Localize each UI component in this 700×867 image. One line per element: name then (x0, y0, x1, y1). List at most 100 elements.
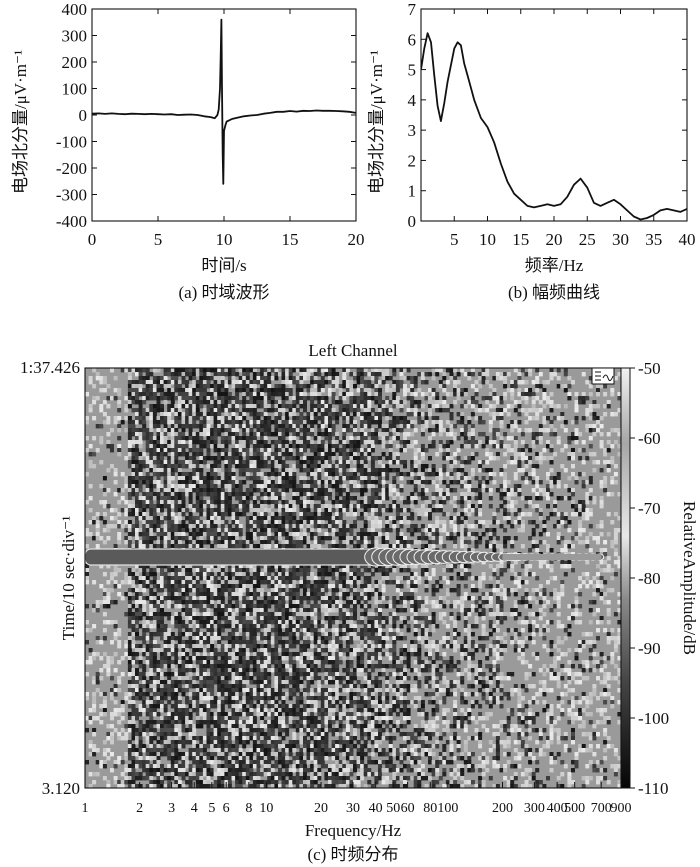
spectrogram-cell (167, 764, 172, 769)
spectrogram-cell (263, 784, 268, 788)
spectrogram-cell (85, 620, 89, 625)
spectrogram-cell (267, 380, 272, 385)
spectrogram-cell (127, 764, 132, 769)
spectrogram-cell (252, 408, 257, 413)
spectrogram-cell (195, 688, 200, 693)
spectrogram-cell (174, 492, 179, 497)
spectrogram-cell (192, 396, 197, 401)
spectrogram-cell (227, 744, 232, 749)
spectrogram-cell (177, 460, 182, 465)
spectrogram-cell (195, 372, 200, 377)
spectrogram-cell (99, 760, 104, 765)
spectrogram-cell (210, 680, 215, 685)
spectrogram-cell (167, 688, 172, 693)
spectrogram-cell (267, 376, 272, 381)
spectrogram-cell (156, 664, 161, 669)
spectrogram-cell (213, 380, 218, 385)
spectrogram-cell (99, 380, 104, 385)
spectrogram-cell (188, 576, 193, 581)
spectrogram-cell (249, 644, 254, 649)
spectrogram-cell (106, 564, 111, 569)
spectrogram-cell (224, 612, 229, 617)
spectrogram-cell (213, 648, 218, 653)
spectrogram-cell (249, 620, 254, 625)
spectrogram-cell (306, 688, 311, 693)
spectrogram-cell (245, 572, 250, 577)
spectrogram-cell (220, 472, 225, 477)
spectrogram-cell (145, 672, 150, 677)
spectrogram-cell (303, 420, 307, 425)
spectrogram-cell (295, 744, 300, 749)
spectrogram-cell (235, 672, 240, 677)
spectrogram-cell (174, 544, 179, 549)
spectrogram-cell (99, 600, 104, 605)
spectrogram-cell (270, 564, 275, 569)
spectrogram-cell (167, 412, 172, 417)
spectrogram-cell (152, 444, 157, 449)
spectrogram-cell (260, 400, 265, 405)
spectrogram-cell (295, 740, 300, 745)
spectrogram-cell (127, 588, 132, 593)
spectrogram-cell (303, 484, 307, 489)
spectrogram-cell (145, 628, 150, 633)
spectrogram-cell (174, 688, 179, 693)
spectrogram-cell (217, 708, 222, 713)
spectrogram-cell (102, 596, 107, 601)
spectrogram-cell (256, 448, 261, 453)
spectrogram-cell (195, 628, 200, 633)
spectrogram-cell (270, 404, 275, 409)
spectrogram-cell (292, 712, 297, 717)
spectrogram-cell (156, 732, 161, 737)
spectrogram-cell (152, 580, 157, 585)
spectrogram-cell (295, 524, 300, 529)
spectrogram-cell (160, 660, 164, 665)
spectrogram-cell (227, 712, 232, 717)
spectrogram-cell (120, 524, 125, 529)
spectrogram-cell (192, 636, 197, 641)
spectrogram-cell (274, 428, 279, 433)
spectrogram-cell (249, 392, 254, 397)
spectrogram-cell (303, 636, 307, 641)
spectrogram-cell (303, 764, 307, 769)
spectrogram-cell (256, 416, 261, 421)
spectrogram-cell (260, 528, 265, 533)
spectrogram-cell (242, 708, 247, 713)
spectrogram-cell (142, 544, 147, 549)
spectrogram-cell (195, 476, 200, 481)
spectrogram-cell (224, 392, 229, 397)
spectrogram-cell (202, 676, 207, 681)
spectrogram-cell (127, 520, 132, 525)
spectrogram-cell (263, 580, 268, 585)
spectrogram-cell (285, 376, 290, 381)
spectrogram-cell (106, 724, 111, 729)
spectrogram-cell (124, 396, 129, 401)
spectrogram-cell (238, 720, 243, 725)
spectrogram-cell (260, 384, 265, 389)
spectrogram-cell (163, 368, 168, 373)
spectrogram-cell (206, 572, 211, 577)
spectrogram-cell (167, 656, 172, 661)
spectrogram-cell (202, 692, 207, 697)
spectrogram-cell (142, 624, 147, 629)
spectrogram-cell (252, 740, 257, 745)
spectrogram-cell (256, 504, 261, 509)
spectrogram-cell (192, 464, 197, 469)
spectrogram-cell (288, 600, 293, 605)
spectrogram-cell (142, 408, 147, 413)
spectrogram-cell (274, 608, 279, 613)
spectrogram-cell (117, 404, 122, 409)
spectrogram-cell (174, 596, 179, 601)
spectrogram-cell (131, 380, 136, 385)
spectrogram-cell (238, 496, 243, 501)
spectrogram-cell (306, 536, 311, 541)
spectrogram-cell (124, 572, 129, 577)
spectrogram-cell (245, 724, 250, 729)
spectrogram-cell (192, 476, 197, 481)
spectrogram-cell (110, 716, 114, 721)
panel-b-frame (420, 8, 688, 222)
spectrogram-cell (199, 448, 204, 453)
spectrogram-cell (270, 780, 275, 785)
spectrogram-cell (217, 740, 222, 745)
